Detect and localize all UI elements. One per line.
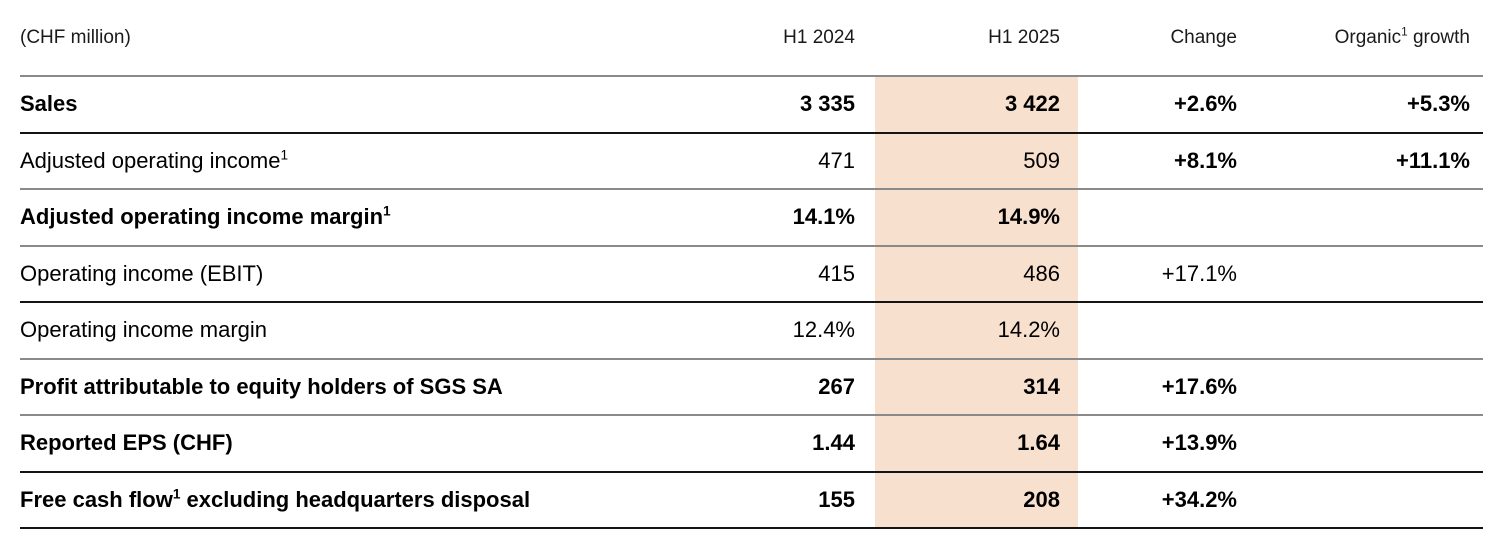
cell-h1-2025-highlighted: 509 (875, 132, 1078, 190)
table-row-profit-attributable: Profit attributable to equity holders of… (20, 358, 1483, 416)
cell-change: +2.6% (1078, 76, 1243, 134)
cell-organic-growth (1243, 302, 1483, 360)
cell-h1-2024: 155 (580, 471, 875, 529)
table-row-free-cash-flow: Free cash flow1 excluding headquarters d… (20, 471, 1483, 529)
table-row-adjusted-operating-income-margin: Adjusted operating income margin1 14.1% … (20, 189, 1483, 247)
cell-organic-growth: +5.3% (1243, 76, 1483, 134)
row-label-sales: Sales (20, 76, 580, 134)
cell-h1-2025-highlighted: 3 422 (875, 76, 1078, 134)
row-label-profit-attributable: Profit attributable to equity holders of… (20, 358, 580, 416)
cell-h1-2024: 471 (580, 132, 875, 190)
row-label-text: Adjusted operating income (20, 147, 281, 173)
column-header-h1-2025: H1 2025 (875, 0, 1078, 77)
column-header-organic-growth: Organic1 growth (1243, 0, 1483, 77)
cell-h1-2024: 1.44 (580, 415, 875, 473)
footnote-marker: 1 (172, 486, 181, 502)
row-label-text: Adjusted operating income margin (20, 204, 384, 230)
cell-organic-growth (1243, 415, 1483, 473)
cell-h1-2025-highlighted: 486 (875, 245, 1078, 303)
cell-change: +17.1% (1078, 245, 1243, 303)
cell-organic-growth: +11.1% (1243, 132, 1483, 190)
row-label-suffix: excluding headquarters disposal (180, 486, 531, 512)
table-row-reported-eps: Reported EPS (CHF) 1.44 1.64 +13.9% (20, 415, 1483, 473)
row-label-operating-income-ebit: Operating income (EBIT) (20, 245, 580, 303)
cell-h1-2025-highlighted: 208 (875, 471, 1078, 529)
footnote-marker: 1 (280, 147, 289, 163)
row-label-adjusted-operating-income: Adjusted operating income1 (20, 132, 580, 190)
footnote-marker: 1 (383, 203, 391, 219)
table-row-operating-income-margin: Operating income margin 12.4% 14.2% (20, 302, 1483, 360)
column-header-unit: (CHF million) (20, 0, 580, 77)
unit-label: (CHF million) (20, 26, 131, 48)
cell-organic-growth (1243, 358, 1483, 416)
cell-organic-growth (1243, 189, 1483, 247)
row-label-reported-eps: Reported EPS (CHF) (20, 415, 580, 473)
row-label-text: Free cash flow (20, 486, 173, 512)
table-row-sales: Sales 3 335 3 422 +2.6% +5.3% (20, 76, 1483, 134)
cell-change (1078, 189, 1243, 247)
cell-change: +34.2% (1078, 471, 1243, 529)
table-row-operating-income-ebit: Operating income (EBIT) 415 486 +17.1% (20, 245, 1483, 303)
table-header-row: (CHF million) H1 2024 H1 2025 Change Org… (20, 0, 1483, 77)
cell-h1-2025-highlighted: 14.9% (875, 189, 1078, 247)
cell-h1-2025-highlighted: 314 (875, 358, 1078, 416)
cell-change: +8.1% (1078, 132, 1243, 190)
cell-h1-2024: 12.4% (580, 302, 875, 360)
cell-h1-2024: 3 335 (580, 76, 875, 134)
row-label-operating-income-margin: Operating income margin (20, 302, 580, 360)
column-header-change: Change (1078, 0, 1243, 77)
table-row-adjusted-operating-income: Adjusted operating income1 471 509 +8.1%… (20, 132, 1483, 190)
row-label-free-cash-flow: Free cash flow1 excluding headquarters d… (20, 471, 580, 529)
column-header-h1-2024: H1 2024 (580, 0, 875, 77)
cell-h1-2025-highlighted: 1.64 (875, 415, 1078, 473)
cell-change (1078, 302, 1243, 360)
organic-footnote-marker: 1 (1401, 25, 1408, 39)
cell-change: +13.9% (1078, 415, 1243, 473)
cell-organic-growth (1243, 471, 1483, 529)
cell-h1-2025-highlighted: 14.2% (875, 302, 1078, 360)
cell-h1-2024: 267 (580, 358, 875, 416)
cell-change: +17.6% (1078, 358, 1243, 416)
row-label-adjusted-operating-income-margin: Adjusted operating income margin1 (20, 189, 580, 247)
organic-header-suffix: growth (1407, 26, 1470, 48)
cell-h1-2024: 415 (580, 245, 875, 303)
financial-results-table: (CHF million) H1 2024 H1 2025 Change Org… (20, 0, 1483, 529)
cell-h1-2024: 14.1% (580, 189, 875, 247)
organic-header-text: Organic (1334, 26, 1402, 48)
cell-organic-growth (1243, 245, 1483, 303)
